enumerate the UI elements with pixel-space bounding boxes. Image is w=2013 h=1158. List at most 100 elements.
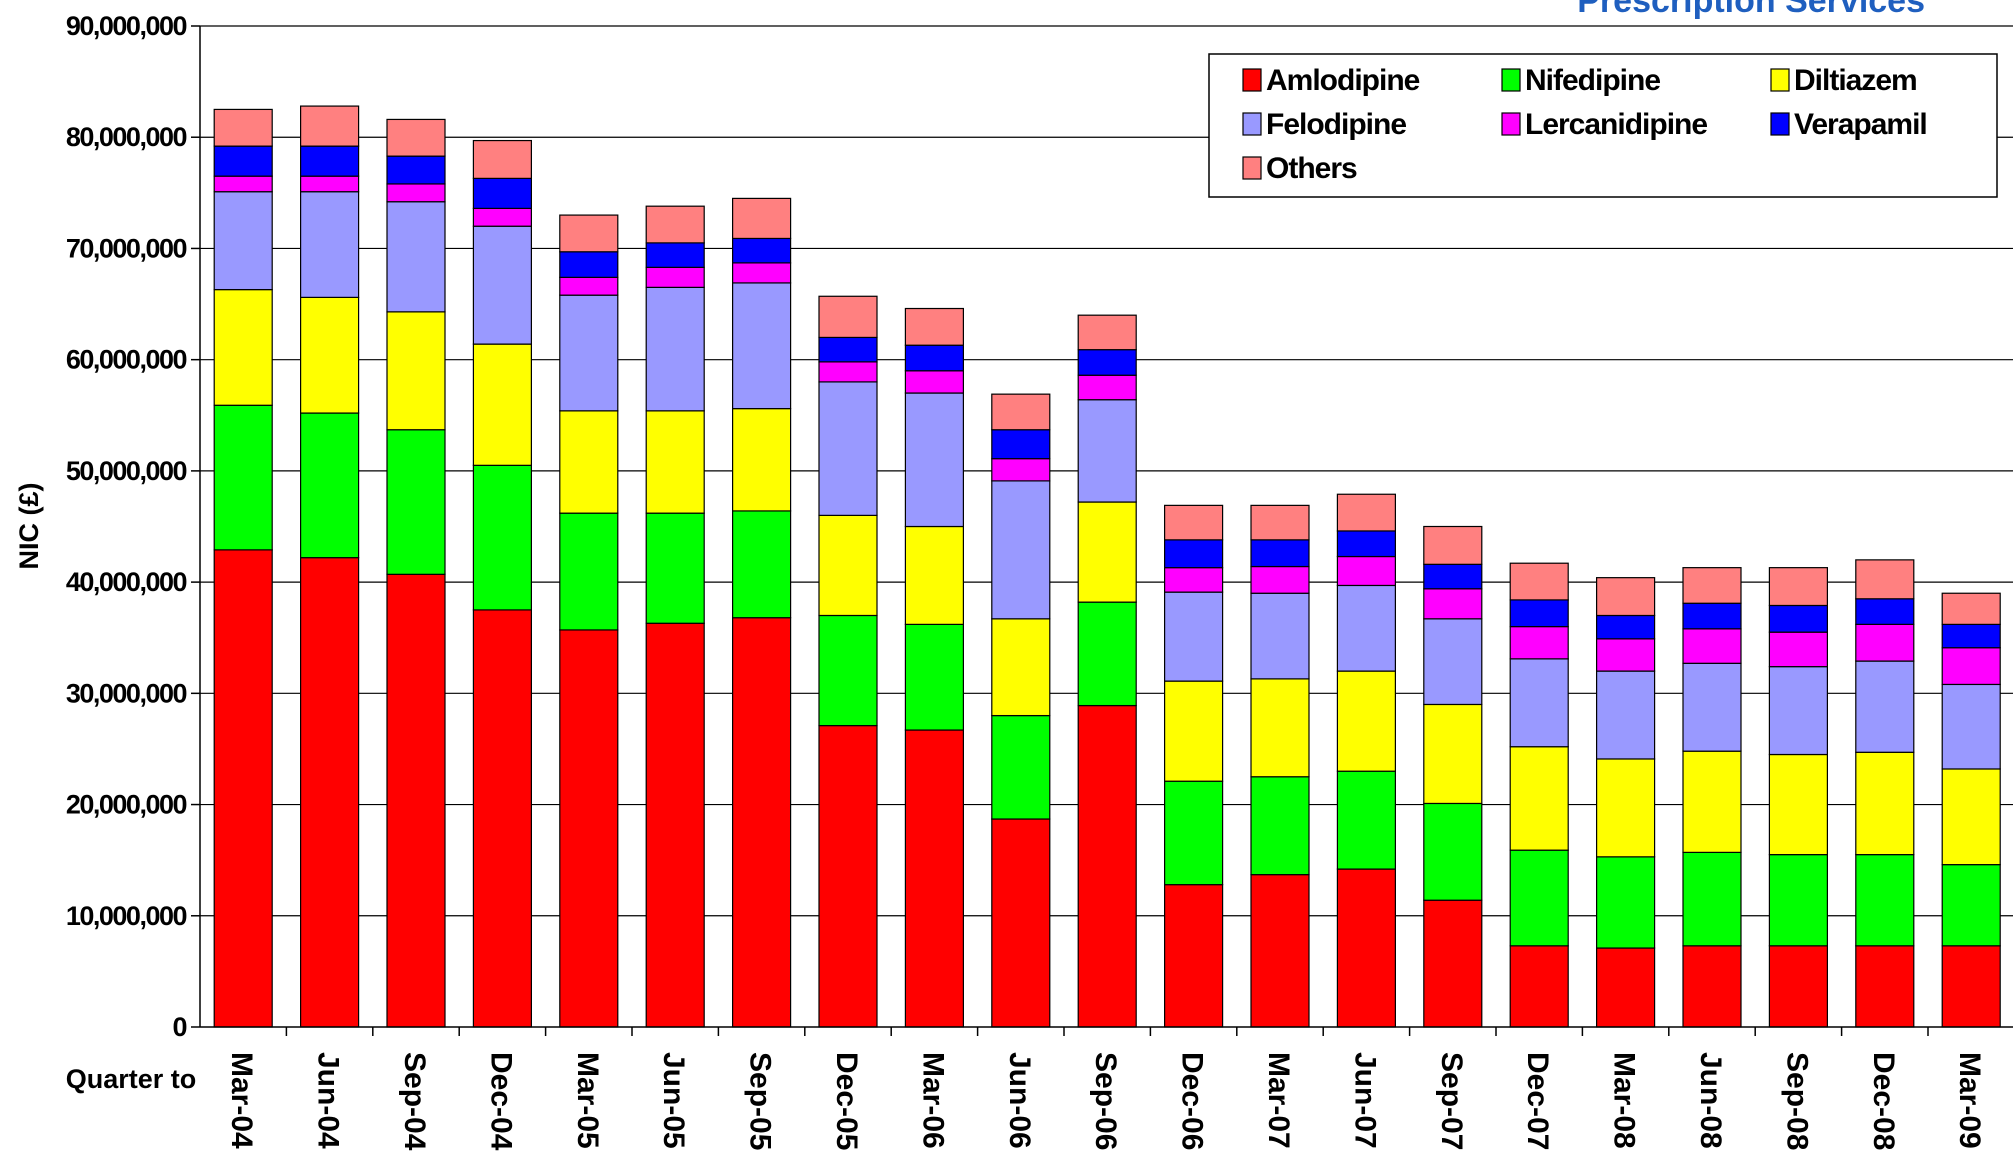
legend-label-verapamil: Verapamil — [1794, 108, 1927, 141]
x-tick-label: Mar-09 — [1953, 1052, 1986, 1149]
brand-text: Prescription Services — [1577, 0, 1925, 20]
bar-segment-amlodipine — [1509, 945, 1569, 1028]
bar-segment-others — [1423, 525, 1483, 565]
legend-label-lercanidipine: Lercanidipine — [1525, 108, 1707, 141]
bar-segment-amlodipine — [213, 549, 273, 1028]
bar-segment-felodipine — [213, 191, 273, 291]
x-tick-label: Mar-07 — [1262, 1052, 1295, 1149]
bar-segment-diltiazem — [731, 408, 792, 512]
bar-segment-lercanidipine — [1941, 647, 2001, 686]
bar-segment-verapamil — [386, 155, 446, 185]
bar-segment-diltiazem — [904, 525, 965, 625]
x-tick-label: Dec-05 — [830, 1052, 863, 1150]
legend-box — [1208, 53, 1998, 198]
bar-segment-nifedipine — [1423, 802, 1483, 901]
y-tick-label: 20,000,000 — [66, 790, 187, 820]
bar-segment-nifedipine — [1941, 864, 2001, 947]
bar-segment-nifedipine — [1250, 776, 1310, 876]
y-tick-label: 80,000,000 — [66, 122, 187, 152]
bar-segment-lercanidipine — [1855, 623, 1915, 662]
bar-segment-lercanidipine — [1336, 555, 1397, 587]
x-tick-label: Jun-07 — [1348, 1052, 1381, 1149]
legend-swatch-felodipine — [1242, 112, 1262, 136]
x-tick-label: Mar-06 — [916, 1052, 949, 1149]
bar-segment-felodipine — [1682, 662, 1742, 752]
bar-segment-lercanidipine — [645, 266, 705, 288]
bar-segment-others — [472, 139, 532, 179]
bar-segment-lercanidipine — [1768, 631, 1829, 668]
bar-segment-verapamil — [559, 251, 619, 278]
bar-segment-others — [731, 197, 792, 240]
bar-segment-verapamil — [1423, 563, 1483, 590]
bar-segment-others — [559, 214, 619, 253]
bar-segment-verapamil — [472, 177, 532, 210]
bar-segment-amlodipine — [1423, 899, 1483, 1028]
bar-segment-others — [1336, 493, 1397, 532]
bar-segment-nifedipine — [904, 623, 965, 731]
bar-segment-lercanidipine — [904, 370, 965, 394]
bar-segment-verapamil — [1595, 614, 1656, 640]
bar-segment-nifedipine — [559, 512, 619, 631]
bar-segment-verapamil — [1682, 602, 1742, 630]
bar-segment-diltiazem — [1336, 670, 1397, 772]
bar-segment-nifedipine — [472, 464, 532, 611]
bar-segment-amlodipine — [904, 729, 965, 1028]
bar-segment-diltiazem — [1682, 750, 1742, 853]
bar-segment-lercanidipine — [731, 262, 792, 284]
bar-segment-diltiazem — [1509, 746, 1569, 851]
x-tick-label: Mar-05 — [571, 1052, 604, 1149]
bar-segment-lercanidipine — [1423, 588, 1483, 620]
bars — [213, 105, 2001, 1028]
x-tick-label: Sep-07 — [1435, 1052, 1468, 1150]
x-tick-label: Mar-04 — [225, 1052, 258, 1149]
x-tick-label: Jun-05 — [657, 1052, 690, 1149]
x-tick-label: Jun-04 — [312, 1052, 345, 1149]
bar-segment-amlodipine — [645, 622, 705, 1028]
bar-segment-lercanidipine — [213, 175, 273, 193]
bar-segment-others — [1855, 559, 1915, 600]
bar-segment-verapamil — [213, 145, 273, 177]
bar-segment-amlodipine — [472, 609, 532, 1028]
bar-segment-diltiazem — [1077, 501, 1137, 603]
bar-segment-others — [213, 108, 273, 147]
bar-segment-others — [991, 393, 1051, 431]
bar-segment-nifedipine — [818, 614, 878, 727]
bar-segment-diltiazem — [300, 296, 360, 414]
bar-segment-felodipine — [991, 480, 1051, 620]
bar-segment-amlodipine — [1682, 945, 1742, 1028]
bar-segment-lercanidipine — [991, 458, 1051, 482]
bar-segment-nifedipine — [1595, 856, 1656, 949]
bar-segment-lercanidipine — [1250, 565, 1310, 594]
bar-segment-others — [1595, 577, 1656, 617]
legend-swatch-others — [1242, 156, 1262, 180]
bar-segment-felodipine — [731, 282, 792, 410]
bar-segment-nifedipine — [1509, 849, 1569, 947]
bar-segment-lercanidipine — [300, 175, 360, 193]
bar-segment-verapamil — [300, 145, 360, 177]
bar-segment-verapamil — [1855, 598, 1915, 625]
x-tick-label: Mar-08 — [1608, 1052, 1641, 1149]
bar-segment-diltiazem — [472, 343, 532, 466]
bar-segment-diltiazem — [1855, 751, 1915, 856]
legend: Amlodipine Nifedipine Diltiazem Felodipine L… — [1208, 53, 1998, 198]
bar-segment-diltiazem — [1423, 703, 1483, 805]
legend-swatch-verapamil — [1770, 112, 1790, 136]
bar-segment-nifedipine — [731, 510, 792, 619]
bar-segment-diltiazem — [818, 514, 878, 617]
y-axis-title: NIC (£) — [14, 483, 44, 570]
bar-segment-verapamil — [991, 429, 1051, 460]
bar-segment-amlodipine — [1768, 945, 1829, 1028]
bar-segment-felodipine — [559, 294, 619, 412]
y-tick-label: 60,000,000 — [66, 345, 187, 375]
bar-segment-others — [645, 205, 705, 244]
bar-segment-felodipine — [818, 381, 878, 516]
bar-segment-verapamil — [645, 242, 705, 268]
y-tick-label: 0 — [172, 1012, 186, 1042]
bar-segment-nifedipine — [1077, 601, 1137, 707]
bar-segment-verapamil — [1336, 530, 1397, 558]
legend-label-diltiazem: Diltiazem — [1794, 64, 1917, 97]
bar-segment-felodipine — [1941, 683, 2001, 770]
bar-segment-verapamil — [731, 237, 792, 264]
bar-segment-felodipine — [1509, 658, 1569, 748]
